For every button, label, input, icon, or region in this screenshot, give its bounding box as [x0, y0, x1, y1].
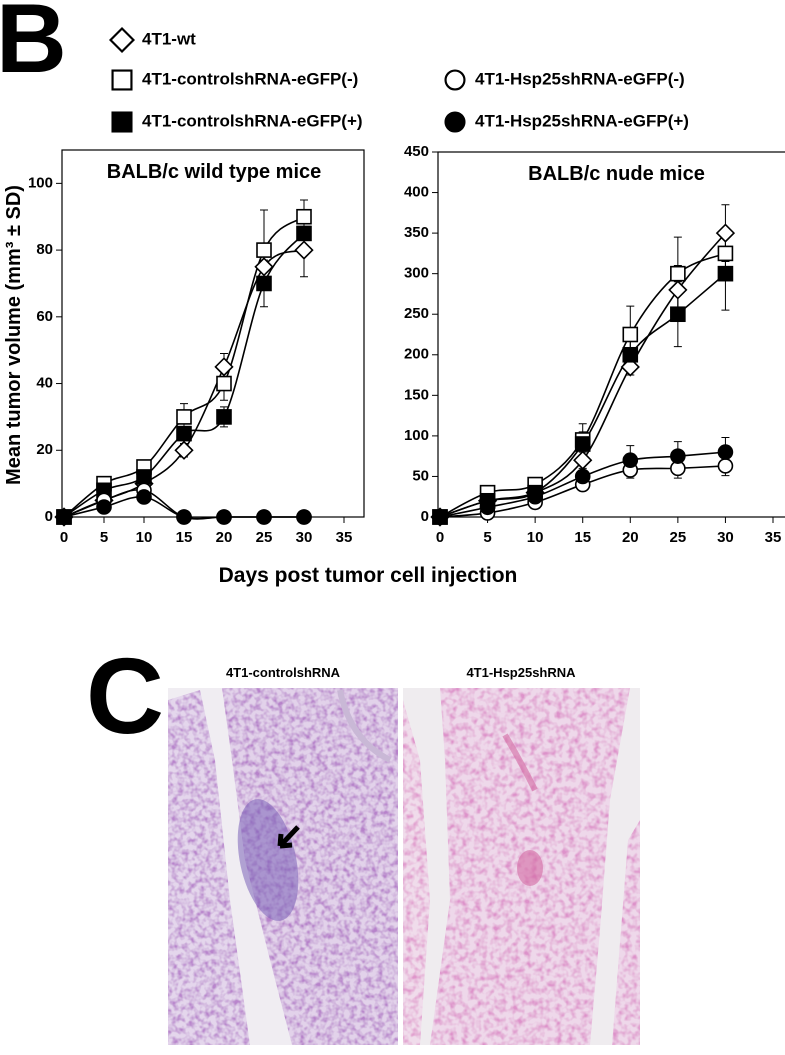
- marker: [296, 208, 312, 225]
- x-tick-label: 5: [100, 529, 108, 546]
- chart: BALB/c wild type mice 0 20 40 60 80 100 0 5 10 15 2…: [28, 149, 365, 546]
- legend-label: 4T1-Hsp25shRNA-eGFP(+): [475, 111, 689, 130]
- x-tick-label: 35: [336, 529, 353, 546]
- marker: [717, 245, 734, 262]
- marker: [176, 425, 192, 442]
- x-tick-label: 15: [574, 529, 591, 546]
- x-tick-label: 10: [136, 529, 153, 546]
- marker: [670, 306, 686, 323]
- marker: [717, 265, 734, 282]
- marker: [136, 489, 152, 505]
- marker: [256, 509, 272, 525]
- legend-label: 4T1-controlshRNA-eGFP(+): [142, 111, 363, 130]
- image-caption: 4T1-controlshRNA: [226, 665, 341, 680]
- marker: [444, 69, 466, 91]
- x-tick-label: 0: [60, 529, 68, 546]
- y-axis-label: Mean tumor volume (mm³ ± SD): [3, 185, 25, 485]
- marker: [216, 375, 232, 392]
- marker: [574, 468, 591, 485]
- marker: [214, 357, 234, 377]
- chart: BALB/c nude mice050100150200250300350400…: [404, 143, 785, 546]
- legend-label: 4T1-wt: [142, 29, 196, 48]
- marker: [670, 448, 686, 464]
- legend-label: 4T1-controlshRNA-eGFP(-): [142, 69, 358, 88]
- y-tick-label: 100: [404, 427, 429, 444]
- y-tick-label: 100: [28, 174, 53, 191]
- marker: [622, 326, 639, 343]
- marker: [432, 509, 448, 525]
- marker: [622, 346, 639, 363]
- y-tick-label: 60: [36, 308, 53, 325]
- y-tick-label: 350: [404, 224, 429, 241]
- x-tick-label: 15: [176, 529, 193, 546]
- marker: [216, 509, 232, 525]
- histology-image: [403, 688, 640, 1045]
- marker: [216, 409, 232, 425]
- chart-title: BALB/c wild type mice: [107, 161, 322, 183]
- y-tick-label: 200: [404, 346, 429, 363]
- legend: 4T1-wt 4T1-controlshRNA-eGFP(-) 4T1-contro…: [108, 26, 689, 133]
- marker: [479, 499, 496, 516]
- marker: [111, 111, 133, 133]
- marker: [56, 509, 72, 525]
- y-tick-label: 80: [36, 241, 53, 258]
- y-tick-label: 20: [36, 441, 53, 458]
- marker: [527, 488, 543, 505]
- marker: [176, 509, 192, 525]
- x-tick-label: 20: [216, 529, 233, 546]
- y-tick-label: 300: [404, 265, 429, 282]
- plot-frame: [61, 149, 365, 518]
- x-tick-label: 0: [436, 529, 444, 546]
- marker: [668, 280, 688, 300]
- marker: [96, 499, 112, 515]
- marker: [296, 509, 312, 525]
- x-tick-label: 20: [622, 529, 639, 546]
- marker: [294, 240, 314, 260]
- marker: [254, 257, 274, 277]
- x-tick-label: 10: [527, 529, 544, 546]
- marker: [574, 436, 591, 452]
- x-tick-label: 30: [296, 529, 313, 546]
- marker: [620, 357, 640, 377]
- y-tick-label: 0: [45, 508, 53, 525]
- marker: [717, 458, 734, 474]
- y-tick-label: 400: [404, 184, 429, 201]
- x-tick-label: 25: [670, 529, 687, 546]
- legend-label: 4T1-Hsp25shRNA-eGFP(-): [475, 69, 685, 88]
- marker: [256, 242, 272, 258]
- marker: [108, 26, 136, 54]
- marker: [111, 69, 133, 91]
- y-tick-label: 250: [404, 305, 429, 322]
- panel-label: B: [0, 0, 67, 93]
- y-tick-label: 0: [421, 508, 429, 525]
- x-axis-label: Days post tumor cell injection: [219, 564, 518, 587]
- x-tick-label: 5: [483, 529, 491, 546]
- marker: [670, 265, 686, 282]
- x-tick-label: 30: [717, 529, 734, 546]
- marker: [136, 469, 152, 485]
- panel-label: C: [86, 635, 164, 756]
- marker: [256, 275, 272, 292]
- y-tick-label: 150: [404, 386, 429, 403]
- y-tick-label: 50: [412, 467, 429, 484]
- y-tick-label: 450: [404, 143, 429, 160]
- marker: [715, 223, 736, 243]
- x-tick-label: 25: [256, 529, 273, 546]
- histology-image: [168, 688, 398, 1045]
- marker: [296, 225, 312, 242]
- marker: [717, 444, 734, 460]
- chart-title: BALB/c nude mice: [528, 163, 705, 185]
- y-tick-label: 40: [36, 375, 53, 392]
- plot-frame: [437, 151, 785, 518]
- marker: [174, 440, 194, 460]
- marker: [444, 111, 466, 133]
- x-tick-label: 35: [765, 529, 782, 546]
- marker: [622, 452, 639, 469]
- image-caption: 4T1-Hsp25shRNA: [466, 665, 576, 680]
- marker: [176, 409, 192, 425]
